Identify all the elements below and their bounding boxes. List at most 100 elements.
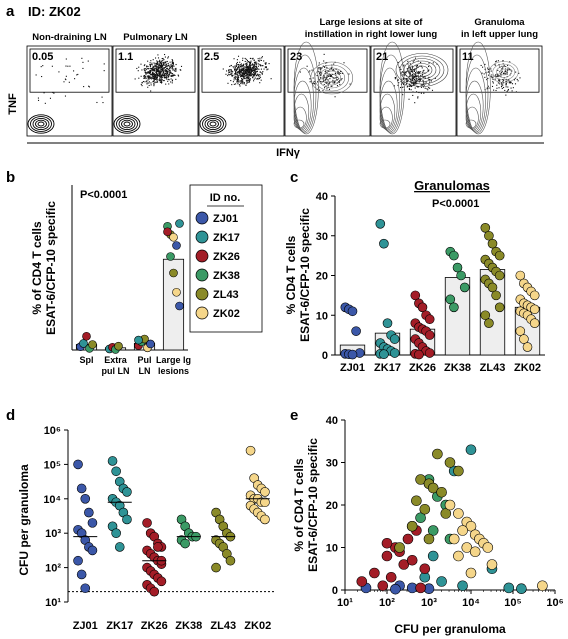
flow-event: [158, 60, 160, 62]
flow-event: [418, 79, 420, 81]
flow-event: [259, 74, 261, 76]
flow-event: [143, 75, 145, 77]
data-point: [515, 270, 526, 281]
flow-event: [333, 82, 335, 84]
flow-event: [254, 66, 256, 68]
flow-event: [412, 91, 414, 93]
flow-event: [160, 68, 162, 70]
flow-event: [169, 67, 171, 69]
flow-event: [326, 76, 328, 78]
flow-event: [338, 81, 340, 83]
flow-event: [488, 87, 490, 89]
y-tick-label: 10⁵: [44, 459, 61, 471]
flow-event: [67, 65, 69, 67]
data-point: [445, 294, 456, 305]
data-point: [415, 512, 426, 524]
flow-event: [249, 57, 251, 59]
flow-event: [261, 57, 263, 59]
flow-event: [492, 78, 494, 81]
flow-event: [428, 62, 430, 64]
data-point: [122, 514, 132, 525]
flow-event: [238, 74, 240, 76]
flow-event: [170, 72, 173, 74]
flow-event: [149, 70, 151, 73]
flow-event: [483, 73, 485, 75]
axis-y-label-line: % CD4 T cells: [284, 235, 298, 314]
flow-event: [248, 69, 250, 71]
flow-event: [101, 96, 103, 98]
data-point: [537, 580, 548, 592]
flow-event: [244, 70, 246, 72]
flow-event: [416, 80, 419, 82]
flow-event: [245, 68, 247, 70]
flow-contour: [407, 60, 437, 80]
flow-event: [164, 76, 166, 78]
flow-event: [248, 77, 250, 79]
data-point: [379, 349, 389, 360]
flow-event: [416, 64, 419, 66]
flow-event: [164, 70, 166, 72]
flow-event: [144, 75, 147, 77]
data-point: [225, 555, 236, 566]
flow-event: [508, 69, 510, 71]
flow-event: [175, 70, 177, 72]
flow-event: [502, 60, 504, 62]
flow-contour: [116, 116, 138, 132]
flow-event: [257, 74, 259, 77]
flow-event: [323, 74, 325, 77]
flow-event: [492, 77, 494, 79]
flow-event: [157, 70, 159, 72]
data-point: [82, 331, 91, 341]
flow-event: [403, 72, 405, 74]
data-point: [494, 270, 505, 281]
flow-event: [498, 87, 500, 89]
flow-event: [500, 85, 503, 87]
flow-event: [265, 66, 267, 68]
flow-event: [138, 77, 140, 79]
flow-event: [491, 85, 494, 88]
flow-event: [234, 65, 236, 67]
flow-event: [164, 62, 166, 64]
flow-event: [246, 79, 248, 81]
flow-event: [231, 75, 233, 77]
flow-event: [163, 74, 166, 77]
flow-event: [154, 81, 156, 83]
data-point: [169, 232, 178, 242]
flow-event: [237, 83, 239, 85]
flow-event: [420, 71, 422, 73]
flow-event: [508, 68, 510, 70]
flow-event: [237, 67, 239, 69]
category-label: Large lg: [156, 355, 191, 365]
category-label: LN: [139, 366, 151, 376]
data-point: [111, 466, 121, 477]
flow-event: [419, 77, 421, 79]
flow-event: [168, 70, 170, 72]
flow-event: [171, 74, 173, 76]
flow-event: [332, 77, 334, 79]
flow-event: [164, 77, 166, 79]
flow-event: [167, 76, 169, 78]
flow-plot-value: 11: [462, 51, 474, 63]
y-tick-label: 0: [322, 350, 328, 362]
data-point: [436, 576, 447, 587]
flow-event: [156, 63, 158, 66]
flow-event: [64, 95, 67, 97]
axis-y-label: CFU per granuloma: [17, 464, 31, 576]
flow-event: [65, 58, 67, 60]
flow-event: [239, 69, 241, 71]
flow-event: [161, 68, 164, 70]
flow-event: [406, 78, 408, 80]
flow-event: [320, 76, 322, 79]
flow-event: [340, 70, 342, 72]
flow-event: [248, 75, 250, 77]
flow-contour: [495, 66, 512, 78]
flow-event: [428, 87, 430, 89]
flow-event: [134, 78, 136, 80]
flow-event: [326, 82, 328, 84]
flow-event: [494, 63, 496, 65]
flow-event: [250, 72, 253, 74]
flow-event: [417, 86, 419, 88]
flow-event: [414, 68, 416, 70]
flow-event: [257, 73, 259, 75]
flow-event: [266, 69, 268, 71]
